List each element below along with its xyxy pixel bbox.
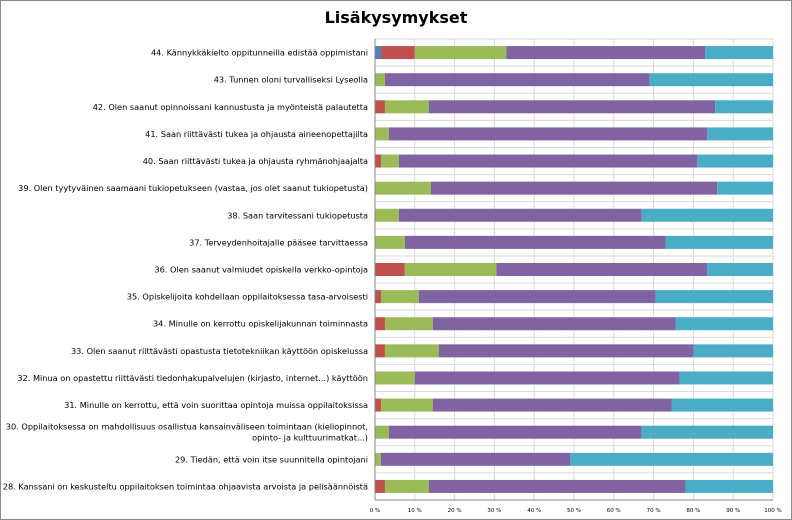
category-label: 41. Saan riittävästi tukea ja ohjausta a… [145,129,368,139]
bar-segment-3 [414,46,507,60]
bar-segment-4 [428,479,686,493]
bar-segment-2 [375,100,385,114]
category-label: 34. Minulle on kerrottu opiskelijakunnan… [153,319,368,329]
category-label: 42. Olen saanut opinnoissani kannustusta… [93,102,368,112]
bar-segment-5 [665,235,773,249]
bar-segment-2 [375,344,385,358]
bar-segment-3 [375,425,389,439]
bar-segment-4 [432,398,672,412]
bar-segment-5 [641,425,773,439]
x-tick-label: 80 % [686,508,700,514]
category-label: 43. Tunnen oloni turvalliseksi Lyseolla [214,75,368,85]
category-label: 39. Olen tyytyväinen saamaani tukiopetuk… [18,183,368,193]
bar-segment-4 [414,371,680,385]
bar-segment-4 [384,73,650,87]
bar-segment-3 [404,263,497,276]
bar-segment-3 [375,208,399,222]
category-label: 28. Kanssani on keskusteltu oppilaitokse… [3,481,368,491]
bar-segment-2 [375,290,381,304]
bar-segment-4 [398,154,698,168]
bar-segment-2 [375,154,381,168]
category-label: 32. Minua on opastettu riittävästi tiedo… [17,373,368,383]
bar-segment-5 [717,181,773,195]
bar-segment-4 [404,235,666,249]
bar-segment-5 [655,290,773,304]
bar-segment-5 [715,100,773,114]
category-label: 31. Minulle on kerrottu, että voin suori… [64,400,368,410]
bar-segment-1 [375,46,381,60]
bar-segment-5 [705,46,773,60]
x-tick-label: 90 % [726,508,740,514]
x-tick-label: 70 % [647,508,661,514]
category-label: 29. Tiedän, että voin itse suunnitella o… [175,454,368,464]
bar-segment-3 [375,452,381,466]
bar-segment-3 [384,100,429,114]
bar-segment-4 [432,317,676,331]
bar-segment-2 [375,317,385,331]
bar-segment-3 [384,317,433,331]
category-label: 37. Terveydenhoitajalle pääsee tarvittae… [189,237,368,247]
category-label: 40. Saan riittävästi tukea ja ohjausta r… [143,156,368,166]
bar-segment-2 [375,398,381,412]
category-label: 36. Olen saanut valmiudet opiskella verk… [154,265,368,275]
category-label: 33. Olen saanut riittävästi opastusta ti… [71,346,368,356]
bar-segment-4 [438,344,694,358]
bar-segment-3 [380,154,399,168]
x-tick-label: 30 % [487,508,501,514]
category-label: 38. Saan tarvitessani tukiopetusta [227,210,368,220]
bar-segment-4 [418,290,656,304]
bar-segment-4 [380,452,571,466]
bar-segment-4 [430,181,718,195]
bar-segment-5 [707,127,773,141]
bar-segment-4 [388,425,642,439]
bar-segment-4 [506,46,706,60]
bar-segment-3 [375,235,405,249]
bar-segment-4 [428,100,716,114]
bar-segment-4 [388,127,708,141]
x-tick-label: 50 % [567,508,581,514]
category-label: 35. Opiskelijoita kohdellaan oppilaitoks… [127,292,368,302]
bar-segment-3 [375,73,385,87]
bar-segment-2 [375,263,405,276]
bar-segment-5 [649,73,773,87]
bar-segment-3 [384,479,429,493]
x-tick-label: 20 % [448,508,462,514]
bar-segment-5 [671,398,773,412]
bar-segment-5 [697,154,773,168]
bar-segment-5 [570,452,773,466]
chart-title: Lisäkysymykset [324,8,468,27]
bar-segment-3 [375,181,431,195]
bar-segment-2 [380,46,415,60]
bar-segment-3 [375,371,415,385]
x-tick-label: 10 % [408,508,422,514]
category-label: 30. Oppilaitoksessa on mahdollisuus osal… [6,422,368,443]
bar-segment-5 [685,479,773,493]
bar-segment-5 [707,263,773,276]
x-tick-label: 100 % [764,508,781,514]
bar-segment-4 [496,263,708,276]
x-tick-label: 40 % [527,508,541,514]
bar-segment-3 [380,398,433,412]
bar-segment-5 [679,371,773,385]
bar-segment-3 [375,127,389,141]
bar-segment-2 [375,479,385,493]
x-tick-label: 0 % [370,508,380,514]
bar-segment-5 [693,344,773,358]
bar-segment-4 [398,208,642,222]
bar-segment-3 [384,344,439,358]
bar-segment-5 [641,208,773,222]
bar-segment-3 [380,290,419,304]
category-label: 44. Kännykkäkielto oppitunneilla edistää… [151,48,368,58]
x-tick-label: 60 % [607,508,621,514]
bar-segment-5 [675,317,773,331]
